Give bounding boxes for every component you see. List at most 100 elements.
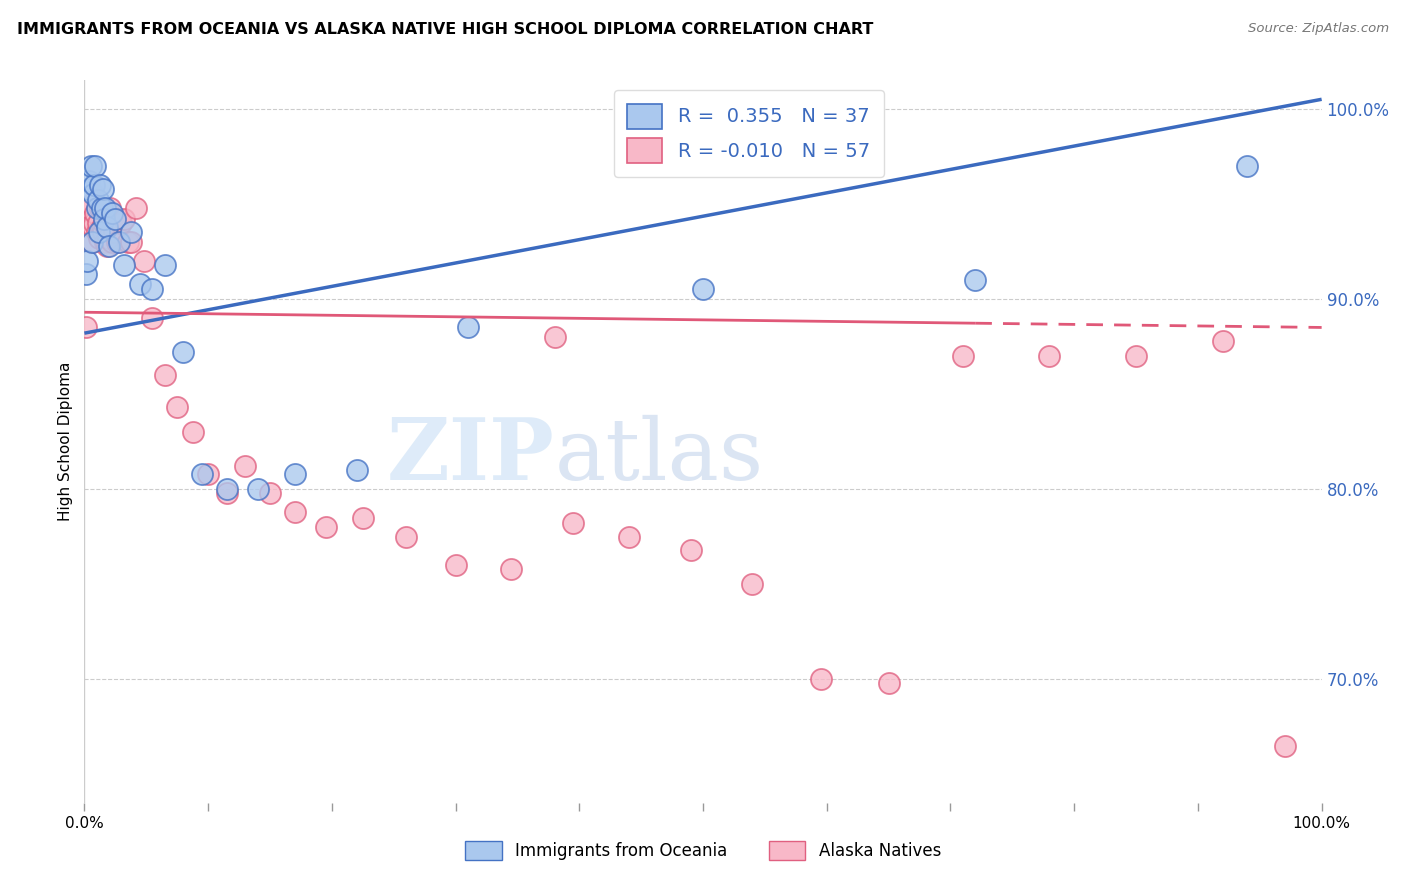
Point bbox=[233, 459, 256, 474]
Point bbox=[83, 178, 105, 192]
Point bbox=[141, 282, 163, 296]
Point bbox=[94, 201, 117, 215]
Point bbox=[132, 253, 155, 268]
Point bbox=[91, 226, 114, 240]
Point bbox=[315, 520, 337, 534]
Text: atlas: atlas bbox=[554, 415, 763, 498]
Point bbox=[1038, 349, 1060, 363]
Point bbox=[120, 226, 142, 240]
Point bbox=[100, 206, 122, 220]
Point bbox=[810, 672, 832, 686]
Point bbox=[1212, 334, 1234, 348]
Point bbox=[94, 235, 117, 249]
Point bbox=[105, 235, 128, 249]
Point bbox=[100, 235, 122, 249]
Point bbox=[141, 310, 163, 325]
Point bbox=[96, 219, 118, 234]
Text: Source: ZipAtlas.com: Source: ZipAtlas.com bbox=[1249, 22, 1389, 36]
Point bbox=[80, 235, 103, 249]
Point bbox=[352, 510, 374, 524]
Point bbox=[98, 206, 121, 220]
Point bbox=[96, 238, 118, 252]
Point bbox=[457, 320, 479, 334]
Point bbox=[87, 193, 110, 207]
Point bbox=[617, 530, 640, 544]
Point bbox=[76, 212, 98, 227]
Point bbox=[82, 219, 104, 234]
Y-axis label: High School Diploma: High School Diploma bbox=[58, 362, 73, 521]
Point bbox=[215, 486, 238, 500]
Point bbox=[1236, 159, 1258, 173]
Point bbox=[86, 201, 108, 215]
Point bbox=[110, 216, 132, 230]
Point bbox=[75, 267, 97, 281]
Point bbox=[75, 320, 97, 334]
Point bbox=[153, 258, 176, 272]
Point bbox=[83, 216, 105, 230]
Point bbox=[444, 558, 467, 573]
Point bbox=[91, 181, 114, 195]
Point bbox=[952, 349, 974, 363]
Point bbox=[129, 277, 152, 291]
Point bbox=[284, 505, 307, 519]
Point bbox=[125, 201, 148, 215]
Point bbox=[120, 235, 142, 249]
Point bbox=[172, 345, 194, 359]
Point bbox=[98, 201, 121, 215]
Point bbox=[259, 486, 281, 500]
Text: IMMIGRANTS FROM OCEANIA VS ALASKA NATIVE HIGH SCHOOL DIPLOMA CORRELATION CHART: IMMIGRANTS FROM OCEANIA VS ALASKA NATIVE… bbox=[17, 22, 873, 37]
Point bbox=[108, 212, 131, 227]
Point bbox=[284, 467, 307, 481]
Point bbox=[79, 159, 101, 173]
Point bbox=[181, 425, 204, 439]
Point bbox=[89, 231, 111, 245]
Text: ZIP: ZIP bbox=[387, 414, 554, 498]
Point bbox=[89, 201, 111, 215]
Point bbox=[108, 235, 131, 249]
Point bbox=[89, 178, 111, 192]
Point bbox=[246, 482, 269, 496]
Point bbox=[1125, 349, 1147, 363]
Point bbox=[97, 231, 120, 245]
Point bbox=[79, 201, 101, 215]
Point bbox=[166, 401, 188, 415]
Point bbox=[562, 516, 585, 531]
Point bbox=[117, 235, 139, 249]
Point bbox=[692, 282, 714, 296]
Point bbox=[877, 676, 900, 690]
Point bbox=[1274, 739, 1296, 753]
Legend: Immigrants from Oceania, Alaska Natives: Immigrants from Oceania, Alaska Natives bbox=[458, 835, 948, 867]
Point bbox=[103, 226, 125, 240]
Point bbox=[87, 216, 110, 230]
Point bbox=[395, 530, 418, 544]
Point bbox=[93, 212, 115, 227]
Point bbox=[501, 562, 523, 576]
Point bbox=[82, 187, 104, 202]
Point bbox=[90, 201, 112, 215]
Point bbox=[543, 330, 565, 344]
Point bbox=[965, 273, 987, 287]
Point bbox=[76, 253, 98, 268]
Point bbox=[197, 467, 219, 481]
Point bbox=[84, 206, 107, 220]
Point bbox=[86, 226, 108, 240]
Point bbox=[84, 159, 107, 173]
Point bbox=[79, 197, 101, 211]
Point bbox=[90, 219, 112, 234]
Point bbox=[215, 482, 238, 496]
Point bbox=[104, 212, 127, 227]
Point bbox=[89, 226, 111, 240]
Point bbox=[679, 542, 702, 557]
Point bbox=[80, 235, 103, 249]
Point bbox=[77, 181, 100, 195]
Point bbox=[191, 467, 214, 481]
Point bbox=[77, 216, 100, 230]
Point bbox=[112, 258, 135, 272]
Point bbox=[79, 174, 101, 188]
Point bbox=[346, 463, 368, 477]
Point bbox=[741, 577, 763, 591]
Point bbox=[93, 216, 115, 230]
Point bbox=[112, 212, 135, 227]
Point bbox=[153, 368, 176, 382]
Point bbox=[98, 238, 121, 252]
